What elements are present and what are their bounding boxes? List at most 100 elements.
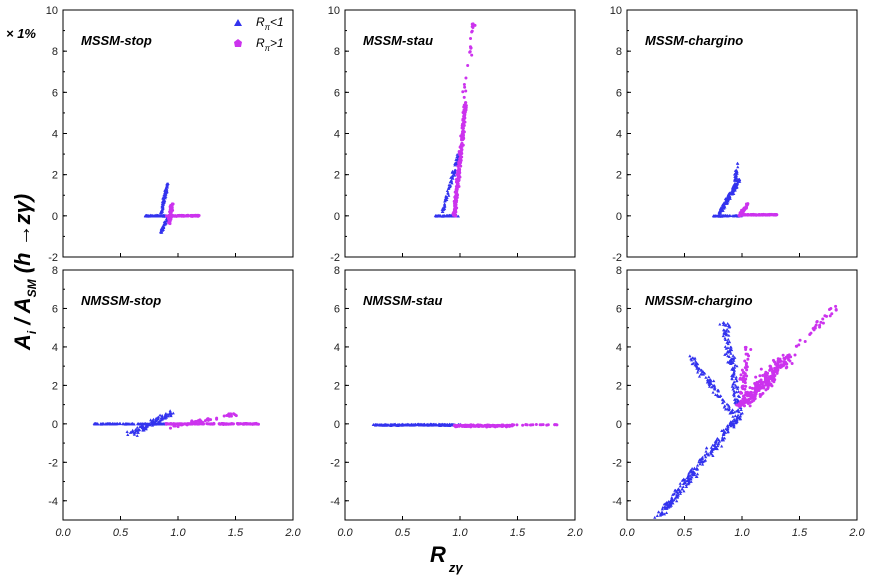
data-point (718, 212, 723, 215)
data-point (227, 422, 231, 426)
data-point (124, 422, 128, 426)
data-point (732, 391, 736, 395)
data-point (720, 444, 724, 448)
data-point (703, 453, 707, 457)
scale-note: × 1% (6, 26, 36, 41)
y-tick-label: 4 (334, 342, 340, 354)
data-point (769, 366, 773, 370)
data-point (731, 185, 735, 189)
data-point (132, 431, 136, 435)
data-point (377, 423, 382, 427)
data-point (197, 214, 201, 218)
y-tick-label: 8 (52, 265, 58, 277)
data-point (779, 365, 783, 369)
data-point (676, 493, 680, 497)
y-tick-label: 0 (616, 419, 622, 431)
data-point (734, 409, 738, 413)
data-point (734, 171, 738, 175)
data-point (670, 495, 674, 499)
panel-2: MSSM-chargino -2 0 2 4 6 8 10 (610, 5, 858, 264)
data-point (761, 391, 765, 395)
y-tick-label: -2 (612, 457, 622, 469)
data-point (130, 430, 134, 434)
data-point (459, 155, 463, 159)
data-point (697, 367, 701, 370)
data-point (524, 423, 528, 427)
data-point (733, 169, 737, 172)
data-point (734, 375, 738, 379)
data-point (471, 25, 475, 29)
data-point (456, 174, 460, 178)
data-point (422, 423, 426, 427)
series-above-1 (735, 304, 838, 408)
series-above-1 (164, 202, 201, 226)
data-point (691, 356, 695, 360)
data-point (409, 423, 413, 426)
data-point (739, 408, 743, 412)
data-point (722, 214, 726, 218)
data-point (726, 430, 730, 434)
data-point (455, 155, 459, 159)
y-tick-label: -4 (48, 496, 58, 508)
data-point (732, 394, 736, 398)
data-point (687, 476, 691, 480)
data-point (728, 214, 732, 217)
data-point (217, 422, 221, 426)
data-point (746, 213, 750, 217)
data-point (700, 372, 704, 375)
data-point (753, 394, 757, 398)
data-point (723, 205, 727, 209)
data-point (712, 379, 716, 383)
y-tick-label: 2 (616, 380, 622, 392)
data-point (447, 213, 451, 217)
data-point (168, 214, 172, 218)
data-point (104, 422, 108, 426)
data-point (790, 361, 794, 365)
data-point (764, 213, 768, 217)
data-point (712, 383, 717, 387)
data-point (724, 329, 729, 333)
panel-4: NMSSM-stau -4 -2 0 2 4 6 8 0.0 0.5 1.0 1.5 2.0 (330, 265, 583, 539)
data-point (704, 375, 708, 379)
data-point (159, 230, 163, 233)
data-point (697, 374, 702, 378)
data-point (727, 323, 731, 327)
data-point (722, 328, 726, 332)
data-point (454, 180, 458, 184)
data-point (248, 422, 252, 426)
panels-group: MSSM-stop-20246810MSSM-stau-20246810MSSM… (46, 5, 866, 539)
data-point (165, 185, 169, 189)
data-point (163, 192, 167, 196)
data-point (730, 409, 734, 413)
panel-1: MSSM-stau -2 0 2 4 6 8 10 (328, 5, 576, 264)
data-point (766, 386, 770, 390)
data-point (736, 162, 740, 165)
data-point (672, 492, 676, 496)
data-point (709, 379, 713, 382)
data-point (479, 423, 483, 427)
data-point (723, 353, 727, 356)
data-point (662, 512, 667, 516)
data-point (678, 492, 682, 495)
data-point (726, 346, 730, 350)
data-point (515, 423, 519, 427)
data-point (469, 37, 473, 41)
data-point (456, 164, 460, 168)
data-point (477, 424, 481, 428)
data-point (732, 370, 736, 374)
data-point (730, 189, 734, 193)
data-point (720, 435, 725, 439)
y-tick-label: 4 (52, 129, 58, 141)
data-point (437, 214, 441, 218)
data-point (773, 360, 777, 364)
data-point (445, 189, 449, 193)
data-point (164, 412, 168, 415)
data-point (726, 360, 730, 364)
data-point (732, 389, 736, 393)
data-point (783, 357, 787, 361)
data-point (695, 467, 699, 470)
data-point (189, 213, 193, 217)
data-point (712, 386, 716, 390)
y-tick-label: 6 (616, 303, 622, 315)
panel-title: MSSM-chargino (645, 33, 743, 48)
